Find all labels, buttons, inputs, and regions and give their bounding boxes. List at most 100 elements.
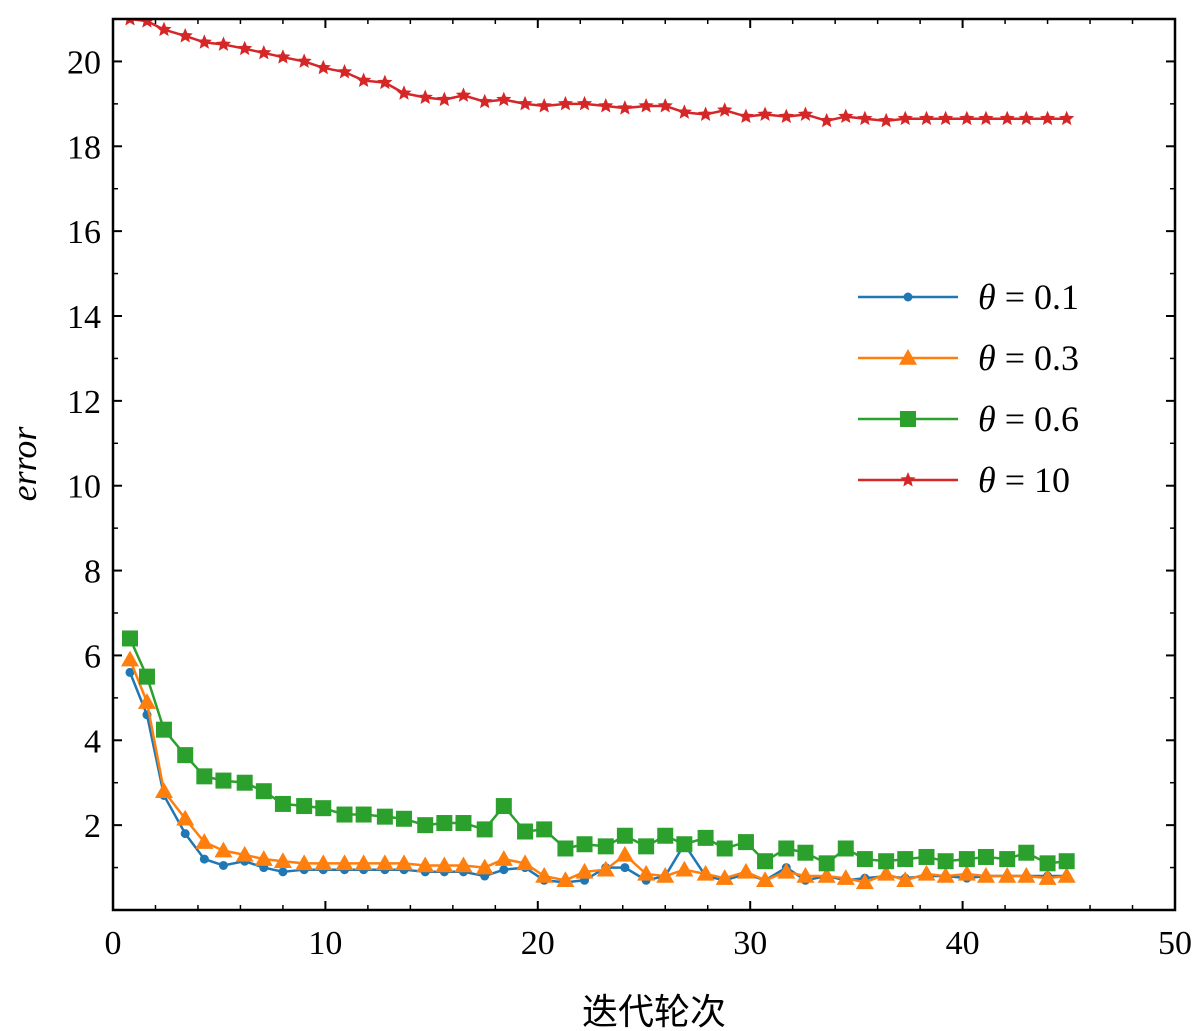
data-point <box>918 848 935 865</box>
data-point <box>1017 867 1036 883</box>
data-point <box>637 864 656 881</box>
x-axis-title: 迭代轮次 <box>582 992 726 1031</box>
series-line <box>128 637 1067 865</box>
data-point <box>417 89 433 104</box>
data-point <box>477 93 493 109</box>
data-point <box>1039 855 1056 872</box>
data-point <box>936 867 955 883</box>
y-tick-label: 2 <box>84 808 101 845</box>
data-point <box>177 27 193 43</box>
series-line <box>129 19 1067 123</box>
plot-frame <box>111 17 1177 912</box>
data-point <box>756 871 775 888</box>
data-point <box>896 871 915 888</box>
y-axis-title: error <box>4 426 44 502</box>
data-point <box>218 860 228 870</box>
series-triangle <box>120 650 1076 890</box>
data-point <box>818 855 835 872</box>
data-point <box>315 59 331 75</box>
x-tick-label: 30 <box>733 925 767 962</box>
data-point <box>476 821 493 838</box>
data-point <box>535 867 554 883</box>
data-point <box>517 823 534 840</box>
data-point <box>516 854 535 871</box>
series-layer <box>120 19 1076 890</box>
data-point <box>737 834 754 851</box>
data-point <box>937 853 954 870</box>
data-point <box>615 845 634 862</box>
y-tick-label: 10 <box>67 469 101 506</box>
data-point <box>315 800 332 817</box>
y-tick-label: 12 <box>67 384 101 421</box>
data-point <box>957 864 976 881</box>
data-point <box>274 795 291 812</box>
y-tick-label: 16 <box>67 214 101 251</box>
data-point <box>715 869 734 885</box>
y-tick-label: 18 <box>67 129 101 166</box>
data-point <box>121 630 138 647</box>
data-point <box>416 856 435 873</box>
data-point <box>195 833 214 849</box>
data-point <box>959 110 975 126</box>
data-point <box>475 858 494 875</box>
data-point <box>354 854 373 871</box>
data-point <box>155 721 172 738</box>
data-point <box>375 854 394 871</box>
data-point <box>395 810 412 827</box>
data-point <box>273 852 292 868</box>
data-point <box>336 64 353 79</box>
data-point <box>215 36 232 51</box>
data-point <box>494 850 513 866</box>
data-point <box>278 867 288 877</box>
data-point <box>355 806 372 823</box>
data-point <box>999 851 1016 868</box>
data-point <box>958 851 975 868</box>
data-point <box>1038 869 1057 885</box>
data-point <box>455 87 472 102</box>
data-point <box>657 97 673 113</box>
data-point <box>576 95 593 111</box>
data-point <box>836 869 855 885</box>
data-point <box>180 829 190 839</box>
data-point <box>717 102 733 117</box>
data-point <box>417 817 434 834</box>
y-tick-label: 8 <box>84 554 101 591</box>
data-point <box>394 854 413 871</box>
data-point <box>156 21 172 37</box>
data-point <box>616 827 633 844</box>
data-point <box>236 774 253 791</box>
legend: θ = 0.1 θ = 0.3 θ = 0.6 θ = 10 <box>858 277 1079 500</box>
data-point <box>855 873 874 890</box>
data-point <box>1039 110 1056 126</box>
data-point <box>797 844 814 861</box>
data-point <box>877 864 896 881</box>
x-tick-label: 10 <box>308 925 342 962</box>
data-point <box>536 97 552 113</box>
data-point <box>556 871 575 888</box>
data-point <box>918 110 935 126</box>
data-point <box>295 854 314 871</box>
data-point <box>977 848 994 865</box>
legend-entry: θ = 0.1 <box>858 277 1079 317</box>
data-point <box>1058 853 1075 870</box>
data-point <box>435 856 454 873</box>
data-point <box>575 862 594 879</box>
data-point <box>1018 110 1034 126</box>
data-point <box>736 862 755 879</box>
legend-label: θ = 10 <box>978 460 1070 500</box>
data-point <box>237 40 253 56</box>
data-point <box>176 809 195 826</box>
data-point <box>396 85 412 100</box>
data-point <box>314 854 333 871</box>
x-tick-label: 50 <box>1158 925 1192 962</box>
x-tick-label: 40 <box>946 925 980 962</box>
y-tick-label: 6 <box>84 638 101 675</box>
data-point <box>675 860 694 877</box>
data-point <box>897 851 914 868</box>
data-point <box>125 19 135 26</box>
data-point <box>215 772 232 789</box>
data-point <box>856 851 873 868</box>
y-tick-label: 20 <box>67 44 101 81</box>
data-point <box>837 840 854 857</box>
